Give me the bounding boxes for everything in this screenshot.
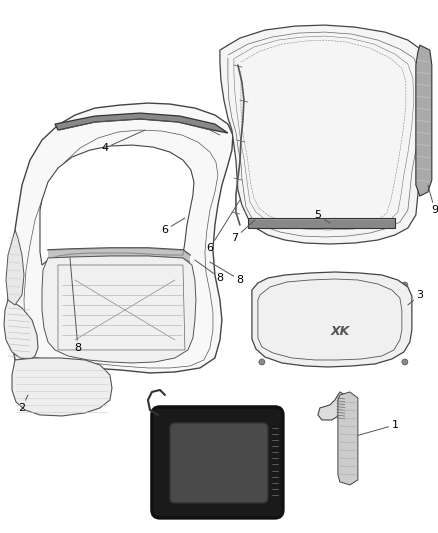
Circle shape: [60, 265, 64, 271]
Circle shape: [268, 338, 272, 342]
Polygon shape: [12, 358, 112, 416]
Polygon shape: [220, 25, 430, 244]
Circle shape: [180, 345, 185, 351]
Text: 6: 6: [162, 218, 185, 235]
Polygon shape: [6, 230, 24, 305]
Polygon shape: [48, 248, 190, 262]
Circle shape: [60, 345, 64, 351]
Circle shape: [403, 308, 407, 312]
Text: 8: 8: [195, 260, 223, 283]
Polygon shape: [338, 392, 358, 485]
Circle shape: [259, 359, 265, 365]
Circle shape: [402, 282, 408, 288]
Polygon shape: [248, 218, 395, 228]
Text: XK: XK: [330, 326, 350, 338]
Text: 8: 8: [70, 258, 81, 353]
Text: 4: 4: [102, 130, 145, 153]
Polygon shape: [8, 103, 233, 373]
Polygon shape: [318, 392, 345, 420]
Text: 2: 2: [18, 395, 28, 413]
Text: 10: 10: [198, 490, 212, 505]
Polygon shape: [4, 300, 38, 360]
FancyBboxPatch shape: [152, 407, 283, 518]
Text: 5: 5: [314, 210, 330, 223]
Circle shape: [117, 345, 123, 351]
Circle shape: [117, 265, 123, 271]
Polygon shape: [416, 45, 432, 196]
Polygon shape: [40, 145, 194, 265]
Polygon shape: [42, 256, 196, 363]
Polygon shape: [252, 272, 412, 367]
Text: 7: 7: [231, 220, 255, 243]
Circle shape: [268, 308, 272, 312]
Text: 3: 3: [408, 290, 424, 305]
Text: 9: 9: [428, 185, 438, 215]
Circle shape: [259, 282, 265, 288]
Text: 1: 1: [342, 420, 398, 440]
Polygon shape: [55, 113, 228, 133]
Text: 8: 8: [210, 262, 244, 285]
Circle shape: [180, 265, 185, 271]
Text: 6: 6: [206, 200, 240, 253]
FancyBboxPatch shape: [170, 423, 268, 503]
Circle shape: [402, 359, 408, 365]
